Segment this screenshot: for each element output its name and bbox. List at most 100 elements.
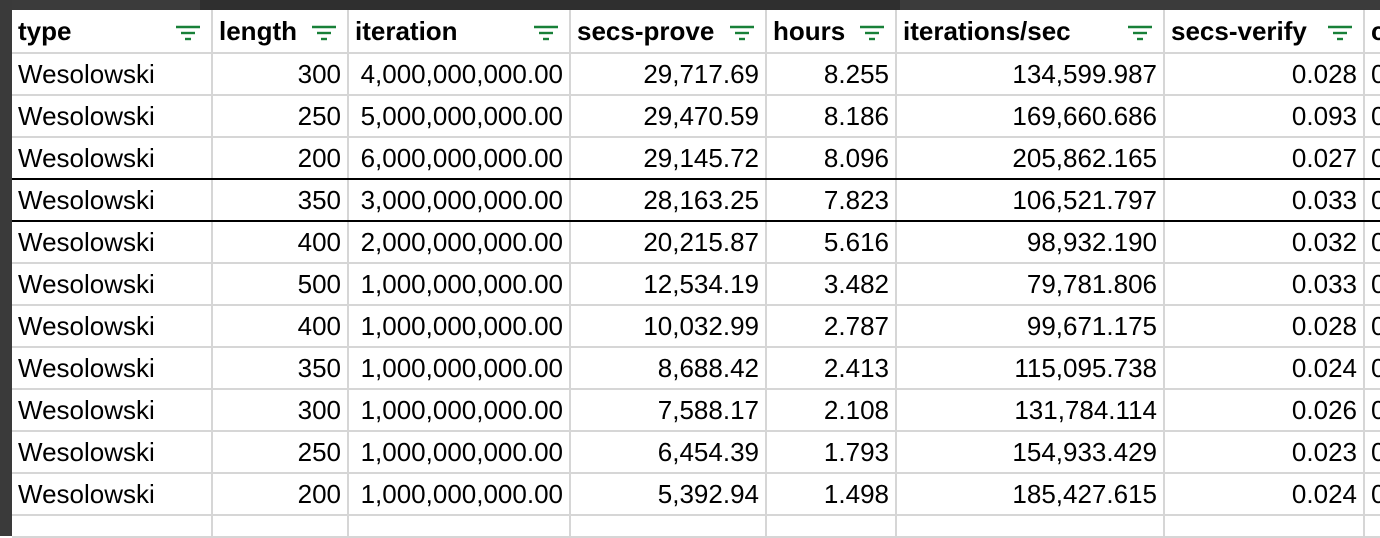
table-cell[interactable]: 99,671.175 — [896, 305, 1165, 348]
table-cell[interactable]: 0.028 — [1164, 305, 1365, 348]
table-cell[interactable]: 0 — [1364, 221, 1380, 264]
table-cell[interactable]: 106,521.797 — [896, 179, 1165, 222]
filter-icon[interactable] — [1127, 25, 1153, 41]
table-cell[interactable]: 29,145.72 — [570, 137, 767, 180]
table-cell[interactable]: 0.026 — [1164, 389, 1365, 432]
table-cell[interactable]: 3.482 — [766, 263, 897, 306]
table-cell[interactable]: 500 — [212, 263, 349, 306]
table-cell[interactable]: 20,215.87 — [570, 221, 767, 264]
table-cell[interactable]: 300 — [212, 389, 349, 432]
table-cell[interactable]: 169,660.686 — [896, 95, 1165, 138]
table-cell[interactable]: 0 — [1364, 263, 1380, 306]
table-cell[interactable]: 1.793 — [766, 431, 897, 474]
column-header-hours[interactable]: hours — [766, 10, 897, 54]
table-cell[interactable]: 400 — [212, 305, 349, 348]
table-cell[interactable]: 6,454.39 — [570, 431, 767, 474]
table-cell[interactable]: 2,000,000,000.00 — [348, 221, 571, 264]
table-cell[interactable]: 98,932.190 — [896, 221, 1165, 264]
table-cell[interactable]: 7,588.17 — [570, 389, 767, 432]
table-cell[interactable]: 350 — [212, 179, 349, 222]
table-cell[interactable]: 7.823 — [766, 179, 897, 222]
empty-cell[interactable] — [348, 515, 571, 538]
table-cell[interactable]: 0.033 — [1164, 263, 1365, 306]
filter-icon[interactable] — [729, 25, 755, 41]
table-cell[interactable]: 2.787 — [766, 305, 897, 348]
empty-cell[interactable] — [570, 515, 767, 538]
table-cell[interactable]: 1,000,000,000.00 — [348, 473, 571, 516]
table-cell[interactable]: Wesolowski — [12, 305, 213, 348]
table-cell[interactable]: 0.027 — [1164, 137, 1365, 180]
filter-icon[interactable] — [311, 25, 337, 41]
table-cell[interactable]: 8.096 — [766, 137, 897, 180]
table-cell[interactable]: 8,688.42 — [570, 347, 767, 390]
table-cell[interactable]: 4,000,000,000.00 — [348, 53, 571, 96]
table-cell[interactable]: 200 — [212, 137, 349, 180]
column-header-type[interactable]: type — [12, 10, 213, 54]
empty-cell[interactable] — [212, 515, 349, 538]
table-cell[interactable]: 350 — [212, 347, 349, 390]
table-cell[interactable]: 29,470.59 — [570, 95, 767, 138]
table-cell[interactable]: 0 — [1364, 473, 1380, 516]
column-header-secs-prove[interactable]: secs-prove — [570, 10, 767, 54]
table-cell[interactable]: 0 — [1364, 137, 1380, 180]
filter-icon[interactable] — [859, 25, 885, 41]
column-header-iteration[interactable]: iteration — [348, 10, 571, 54]
table-cell[interactable]: 1,000,000,000.00 — [348, 389, 571, 432]
column-header-secs-verify[interactable]: secs-verify — [1164, 10, 1365, 54]
table-cell[interactable]: 3,000,000,000.00 — [348, 179, 571, 222]
table-cell[interactable]: Wesolowski — [12, 347, 213, 390]
table-cell[interactable]: Wesolowski — [12, 263, 213, 306]
table-cell[interactable]: 0.028 — [1164, 53, 1365, 96]
table-cell[interactable]: Wesolowski — [12, 179, 213, 222]
filter-icon[interactable] — [1327, 25, 1353, 41]
table-cell[interactable]: 131,784.114 — [896, 389, 1165, 432]
column-header-length[interactable]: length — [212, 10, 349, 54]
table-cell[interactable]: 115,095.738 — [896, 347, 1165, 390]
table-cell[interactable]: Wesolowski — [12, 389, 213, 432]
table-cell[interactable]: 250 — [212, 95, 349, 138]
table-cell[interactable]: 5,392.94 — [570, 473, 767, 516]
table-cell[interactable]: 134,599.987 — [896, 53, 1165, 96]
table-cell[interactable]: 1,000,000,000.00 — [348, 431, 571, 474]
table-cell[interactable]: 250 — [212, 431, 349, 474]
table-cell[interactable]: 5,000,000,000.00 — [348, 95, 571, 138]
empty-cell[interactable] — [896, 515, 1165, 538]
table-cell[interactable]: Wesolowski — [12, 95, 213, 138]
empty-cell[interactable] — [766, 515, 897, 538]
column-header-c[interactable]: c — [1364, 10, 1380, 54]
table-cell[interactable]: 0.023 — [1164, 431, 1365, 474]
table-cell[interactable]: 10,032.99 — [570, 305, 767, 348]
table-cell[interactable]: Wesolowski — [12, 431, 213, 474]
table-cell[interactable]: 154,933.429 — [896, 431, 1165, 474]
table-cell[interactable]: 400 — [212, 221, 349, 264]
table-cell[interactable]: 1,000,000,000.00 — [348, 263, 571, 306]
table-cell[interactable]: Wesolowski — [12, 473, 213, 516]
table-cell[interactable]: 1.498 — [766, 473, 897, 516]
empty-cell[interactable] — [1364, 515, 1380, 538]
table-cell[interactable]: 0.093 — [1164, 95, 1365, 138]
empty-cell[interactable] — [12, 515, 213, 538]
table-cell[interactable]: 0 — [1364, 347, 1380, 390]
table-cell[interactable]: 12,534.19 — [570, 263, 767, 306]
table-cell[interactable]: 79,781.806 — [896, 263, 1165, 306]
table-cell[interactable]: 0 — [1364, 53, 1380, 96]
table-cell[interactable]: 2.413 — [766, 347, 897, 390]
filter-icon[interactable] — [533, 25, 559, 41]
table-cell[interactable]: 0.032 — [1164, 221, 1365, 264]
table-cell[interactable]: 1,000,000,000.00 — [348, 347, 571, 390]
table-cell[interactable]: 0 — [1364, 305, 1380, 348]
table-cell[interactable]: 0 — [1364, 389, 1380, 432]
table-cell[interactable]: 0 — [1364, 95, 1380, 138]
table-cell[interactable]: 0.024 — [1164, 347, 1365, 390]
empty-cell[interactable] — [1164, 515, 1365, 538]
table-cell[interactable]: 0 — [1364, 431, 1380, 474]
table-cell[interactable]: Wesolowski — [12, 137, 213, 180]
table-cell[interactable]: 6,000,000,000.00 — [348, 137, 571, 180]
table-cell[interactable]: Wesolowski — [12, 53, 213, 96]
table-cell[interactable]: 200 — [212, 473, 349, 516]
table-cell[interactable]: 205,862.165 — [896, 137, 1165, 180]
table-cell[interactable]: 0.033 — [1164, 179, 1365, 222]
table-cell[interactable]: 8.186 — [766, 95, 897, 138]
table-cell[interactable]: 300 — [212, 53, 349, 96]
table-cell[interactable]: 0.024 — [1164, 473, 1365, 516]
